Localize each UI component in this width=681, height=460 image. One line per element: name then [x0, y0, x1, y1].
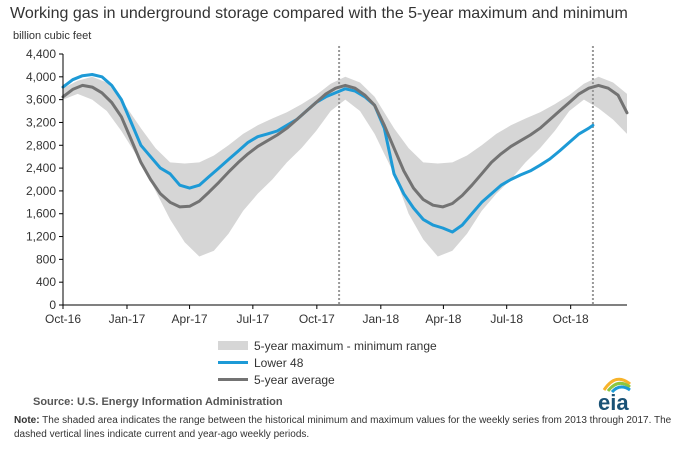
legend-swatch-lower48: [218, 361, 248, 364]
y-tick-label: 800: [36, 252, 56, 266]
legend-item-lower48: Lower 48: [218, 354, 437, 371]
note-text: The shaded area indicates the range betw…: [14, 415, 672, 440]
x-tick-label: Oct-18: [553, 312, 589, 326]
eia-logo-text: eia: [598, 390, 629, 414]
legend-swatch-range: [218, 341, 248, 350]
chart-legend: 5-year maximum - minimum range Lower 48 …: [218, 337, 437, 388]
y-tick-label: 3,200: [26, 115, 56, 129]
y-tick-label: 2,800: [26, 138, 56, 152]
average-line: [61, 83, 629, 209]
legend-swatch-average: [218, 378, 248, 381]
note-label: Note:: [14, 415, 40, 426]
range-band: [63, 76, 627, 257]
y-axis-label: billion cubic feet: [13, 30, 92, 42]
x-tick-label: Oct-16: [45, 312, 81, 326]
x-tick-label: Apr-17: [172, 312, 208, 326]
lower48-line: [61, 73, 595, 234]
y-tick-label: 4,000: [26, 70, 56, 84]
source-text: Source: U.S. Energy Information Administ…: [33, 396, 283, 408]
x-tick-label: Jul-18: [490, 312, 523, 326]
y-tick-label: 1,200: [26, 230, 56, 244]
legend-item-range: 5-year maximum - minimum range: [218, 337, 437, 354]
y-tick-label: 1,600: [26, 207, 56, 221]
legend-label-average: 5-year average: [254, 372, 335, 387]
y-tick-label: 3,600: [26, 93, 56, 107]
y-tick-label: 400: [36, 275, 56, 289]
footnote: Note: The shaded area indicates the rang…: [14, 414, 674, 442]
y-tick-label: 2,400: [26, 161, 56, 175]
legend-label-lower48: Lower 48: [254, 355, 304, 370]
x-tick-label: Oct-17: [299, 312, 335, 326]
eia-logo-icon: eia: [598, 377, 631, 415]
x-tick-label: Jan-18: [362, 312, 399, 326]
y-tick-label: 4,400: [26, 47, 56, 61]
legend-item-average: 5-year average: [218, 371, 437, 388]
y-tick-label: 2,000: [26, 184, 56, 198]
x-tick-label: Jul-17: [237, 312, 270, 326]
eia-logo: eia: [590, 370, 642, 415]
x-tick-label: Apr-18: [425, 312, 461, 326]
chart-title: Working gas in underground storage compa…: [10, 5, 628, 22]
x-tick-label: Jan-17: [109, 312, 146, 326]
legend-label-range: 5-year maximum - minimum range: [254, 338, 437, 353]
y-tick-label: 0: [49, 298, 56, 312]
